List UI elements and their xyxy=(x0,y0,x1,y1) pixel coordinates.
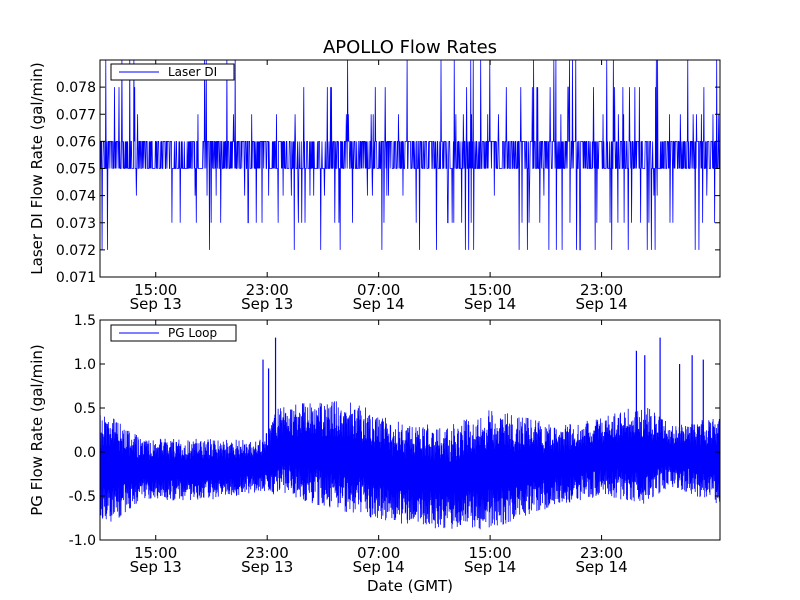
pg-loop-series-line xyxy=(100,401,720,530)
x-tick-label: 15:00 xyxy=(134,544,177,562)
y-tick-label: 0.075 xyxy=(56,162,96,178)
x-tick-label: 23:00 xyxy=(246,281,289,299)
laser-di-ylabel: Laser DI Flow Rate (gal/min) xyxy=(28,62,46,274)
y-tick-label: 0.071 xyxy=(56,270,96,286)
x-tick-label: Sep 14 xyxy=(353,295,405,313)
y-tick-label: 0.073 xyxy=(56,216,96,232)
y-tick-label: 0.074 xyxy=(56,189,96,205)
x-tick-label: Sep 14 xyxy=(576,295,628,313)
x-tick-label: Sep 13 xyxy=(241,558,293,576)
laser-di-series-line xyxy=(100,60,720,251)
x-tick-label: Sep 14 xyxy=(353,558,405,576)
pg-loop-legend: PG Loop xyxy=(110,324,237,342)
pg-loop-ylabel: PG Flow Rate (gal/min) xyxy=(28,344,46,516)
y-tick-label: 0.077 xyxy=(56,107,96,123)
x-tick-label: 07:00 xyxy=(357,544,400,562)
x-tick-label: 15:00 xyxy=(134,281,177,299)
y-tick-label: 0.072 xyxy=(56,243,96,259)
laser-di-legend: Laser DI xyxy=(110,63,235,81)
x-tick-label: 23:00 xyxy=(580,281,623,299)
x-tick-label: 15:00 xyxy=(468,281,511,299)
y-tick-label: 0.076 xyxy=(56,134,96,150)
x-tick-label: 23:00 xyxy=(246,544,289,562)
y-tick-label: 0.5 xyxy=(74,401,96,417)
x-tick-label: Sep 14 xyxy=(576,558,628,576)
x-tick-label: Sep 14 xyxy=(464,558,516,576)
y-tick-label: 0.0 xyxy=(74,445,96,461)
laser-di-legend-box xyxy=(110,63,235,81)
pg-loop-legend-box xyxy=(110,324,237,342)
pg-loop-axes-frame xyxy=(99,319,721,541)
y-tick-label: 0.078 xyxy=(56,80,96,96)
laser-di-ticks: 0.071 0.072 0.073 0.074 0.075 0.076 0.077 0.078… xyxy=(56,60,720,313)
laser-di-series-group xyxy=(100,60,720,251)
x-tick-label: Sep 13 xyxy=(130,558,182,576)
y-tick-label: -0.5 xyxy=(69,489,96,505)
pg-loop-series-group xyxy=(100,337,720,530)
y-tick-label: 1.0 xyxy=(74,357,96,373)
x-tick-label: 15:00 xyxy=(468,544,511,562)
chart-title: APOLLO Flow Rates xyxy=(323,37,497,58)
x-tick-label: Sep 14 xyxy=(464,295,516,313)
y-tick-label: -1.0 xyxy=(69,533,96,549)
pg-loop-legend-label: PG Loop xyxy=(168,326,217,340)
laser-di-panel: 0.071 0.072 0.073 0.074 0.075 0.076 0.077 0.078… xyxy=(28,59,721,313)
x-axis-label: Date (GMT) xyxy=(367,577,453,595)
laser-di-legend-label: Laser DI xyxy=(168,65,217,79)
x-tick-label: Sep 13 xyxy=(130,295,182,313)
x-tick-label: 23:00 xyxy=(580,544,623,562)
y-tick-label: 1.5 xyxy=(74,313,96,329)
x-tick-label: 07:00 xyxy=(357,281,400,299)
x-tick-label: Sep 13 xyxy=(241,295,293,313)
